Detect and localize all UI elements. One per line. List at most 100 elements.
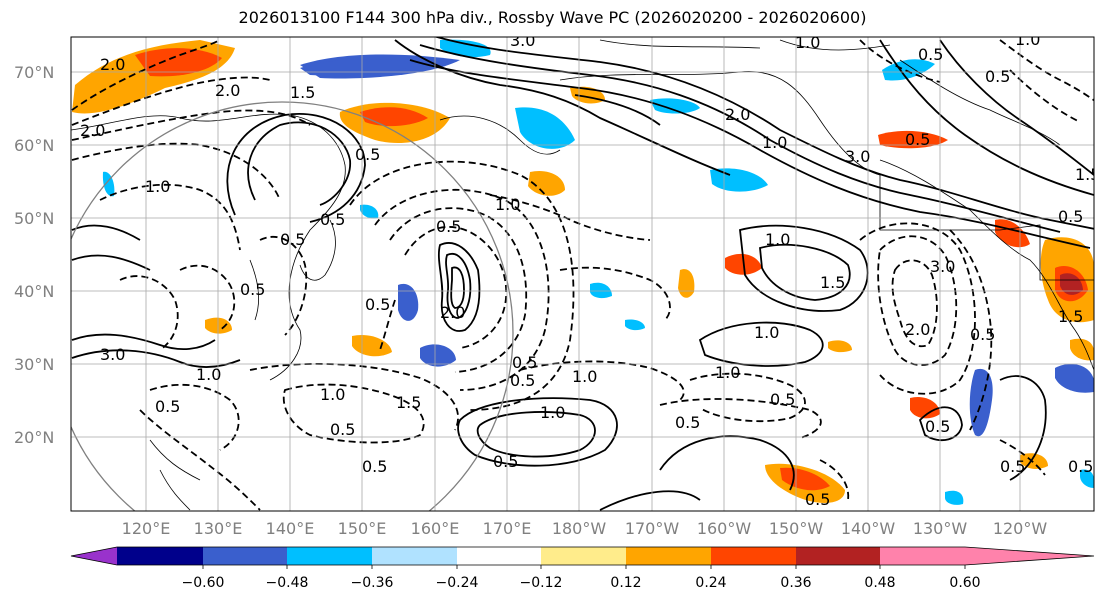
contour-label: 3.0 — [845, 147, 870, 166]
colorbar-segment — [457, 547, 541, 565]
map-title: 2026013100 F144 300 hPa div., Rossby Wav… — [238, 8, 867, 27]
lon-label: 150°W — [769, 519, 824, 538]
lon-label: 170°E — [483, 519, 532, 538]
lat-label: 30°N — [14, 355, 54, 374]
contour-label: 2.0 — [440, 303, 465, 322]
contour-label: 1.0 — [572, 367, 597, 386]
map-frame — [70, 36, 1095, 512]
contour-label: 1.0 — [495, 195, 520, 214]
colorbar-tick: −0.36 — [351, 575, 394, 591]
colorbar-segment — [796, 547, 880, 565]
contour-label: 2.0 — [80, 121, 105, 140]
lon-label: 130°W — [913, 519, 968, 538]
colorbar-segment — [880, 547, 965, 565]
colorbar-segment — [711, 547, 796, 565]
contour-label: 3.0 — [510, 31, 535, 50]
contour-label: 1.0 — [196, 365, 221, 384]
contour-label: 0.5 — [925, 417, 950, 436]
colorbar-tick: 0.48 — [864, 575, 895, 591]
contour-label: 2.0 — [725, 105, 750, 124]
contour-label: 0.5 — [805, 490, 830, 509]
contour-label: 0.5 — [436, 217, 461, 236]
region-circle — [71, 101, 514, 511]
colorbar-tick: −0.12 — [520, 575, 563, 591]
contour-label: 0.5 — [320, 210, 345, 229]
colorbar: −0.60 −0.48 −0.36 −0.24 −0.12 0.12 0.24 … — [70, 546, 1095, 591]
lat-label: 40°N — [14, 282, 54, 301]
contour-label: 1.5 — [820, 273, 845, 292]
colorbar-tick: −0.60 — [182, 575, 225, 591]
contour-label: 1.0 — [715, 363, 740, 382]
contour-label: 0.5 — [970, 325, 995, 344]
colorbar-tick: 0.24 — [695, 575, 726, 591]
colorbar-tick: 0.60 — [949, 575, 980, 591]
lat-label: 60°N — [14, 136, 54, 155]
contour-label: 0.5 — [1000, 457, 1025, 476]
colorbar-segment — [372, 547, 457, 565]
lon-label: 130°E — [194, 519, 243, 538]
contour-label: 1.0 — [754, 323, 779, 342]
contour-label: 1.5 — [1075, 165, 1100, 184]
lon-label: 120°W — [993, 519, 1048, 538]
lon-label: 160°E — [411, 519, 460, 538]
lat-label: 50°N — [14, 209, 54, 228]
contour-label: 1.0 — [540, 403, 565, 422]
contour-label: 1.0 — [762, 133, 787, 152]
contour-label: 1.0 — [765, 230, 790, 249]
lon-label: 150°E — [338, 519, 387, 538]
colorbar-segment — [626, 547, 711, 565]
contour-label: 0.5 — [918, 45, 943, 64]
contour-label: 1.0 — [145, 177, 170, 196]
lon-label: 170°W — [625, 519, 680, 538]
colorbar-segment — [203, 547, 287, 565]
lon-label: 140°W — [841, 519, 896, 538]
colorbar-tick: 0.36 — [780, 575, 811, 591]
contour-label: 2.0 — [100, 55, 125, 74]
contour-label: 0.5 — [985, 67, 1010, 86]
contour-label: 0.5 — [512, 353, 537, 372]
lon-label: 140°E — [266, 519, 315, 538]
colorbar-tick: 0.12 — [610, 575, 641, 591]
contour-label: 1.5 — [290, 83, 315, 102]
contour-label: 0.5 — [330, 420, 355, 439]
colorbar-tick: −0.24 — [436, 575, 479, 591]
contour-label: 2.0 — [215, 81, 240, 100]
contour-label: 1.0 — [320, 385, 345, 404]
colorbar-segment — [287, 547, 372, 565]
contour-label: 0.5 — [240, 280, 265, 299]
latitude-labels: 70°N 60°N 50°N 40°N 30°N 20°N — [14, 63, 54, 447]
contour-label: 3.0 — [930, 257, 955, 276]
positive-contours — [71, 37, 1094, 511]
contour-label: 0.5 — [280, 230, 305, 249]
contour-label: 0.5 — [510, 371, 535, 390]
contour-label: 0.5 — [493, 452, 518, 471]
colorbar-tick: −0.48 — [266, 575, 309, 591]
contour-label: 0.5 — [365, 295, 390, 314]
contour-label: 0.5 — [1058, 207, 1083, 226]
contour-label: 0.5 — [155, 397, 180, 416]
contour-label: 1.5 — [396, 393, 421, 412]
contour-label: 0.5 — [675, 413, 700, 432]
lat-label: 20°N — [14, 428, 54, 447]
colorbar-segment — [117, 547, 203, 565]
contour-label: 1.5 — [1058, 307, 1083, 326]
colorbar-extend-high — [965, 547, 1094, 565]
contour-label: 3.0 — [100, 345, 125, 364]
longitude-labels: 120°E 130°E 140°E 150°E 160°E 170°E 180°… — [122, 519, 1048, 538]
contour-label: 1.0 — [1015, 30, 1040, 49]
lon-label: 180°W — [552, 519, 607, 538]
contour-label: 0.5 — [905, 130, 930, 149]
contour-label: 0.5 — [770, 390, 795, 409]
contour-label: 0.5 — [362, 457, 387, 476]
colorbar-extend-low — [71, 547, 117, 565]
lon-label: 120°E — [122, 519, 171, 538]
negative-contours — [71, 39, 1094, 511]
contour-label: 1.0 — [795, 33, 820, 52]
contour-label: 0.5 — [355, 145, 380, 164]
graticule — [71, 37, 1094, 511]
lon-label: 160°W — [697, 519, 752, 538]
colorbar-segment — [541, 547, 626, 565]
contour-label: 0.5 — [1068, 457, 1093, 476]
lat-label: 70°N — [14, 63, 54, 82]
